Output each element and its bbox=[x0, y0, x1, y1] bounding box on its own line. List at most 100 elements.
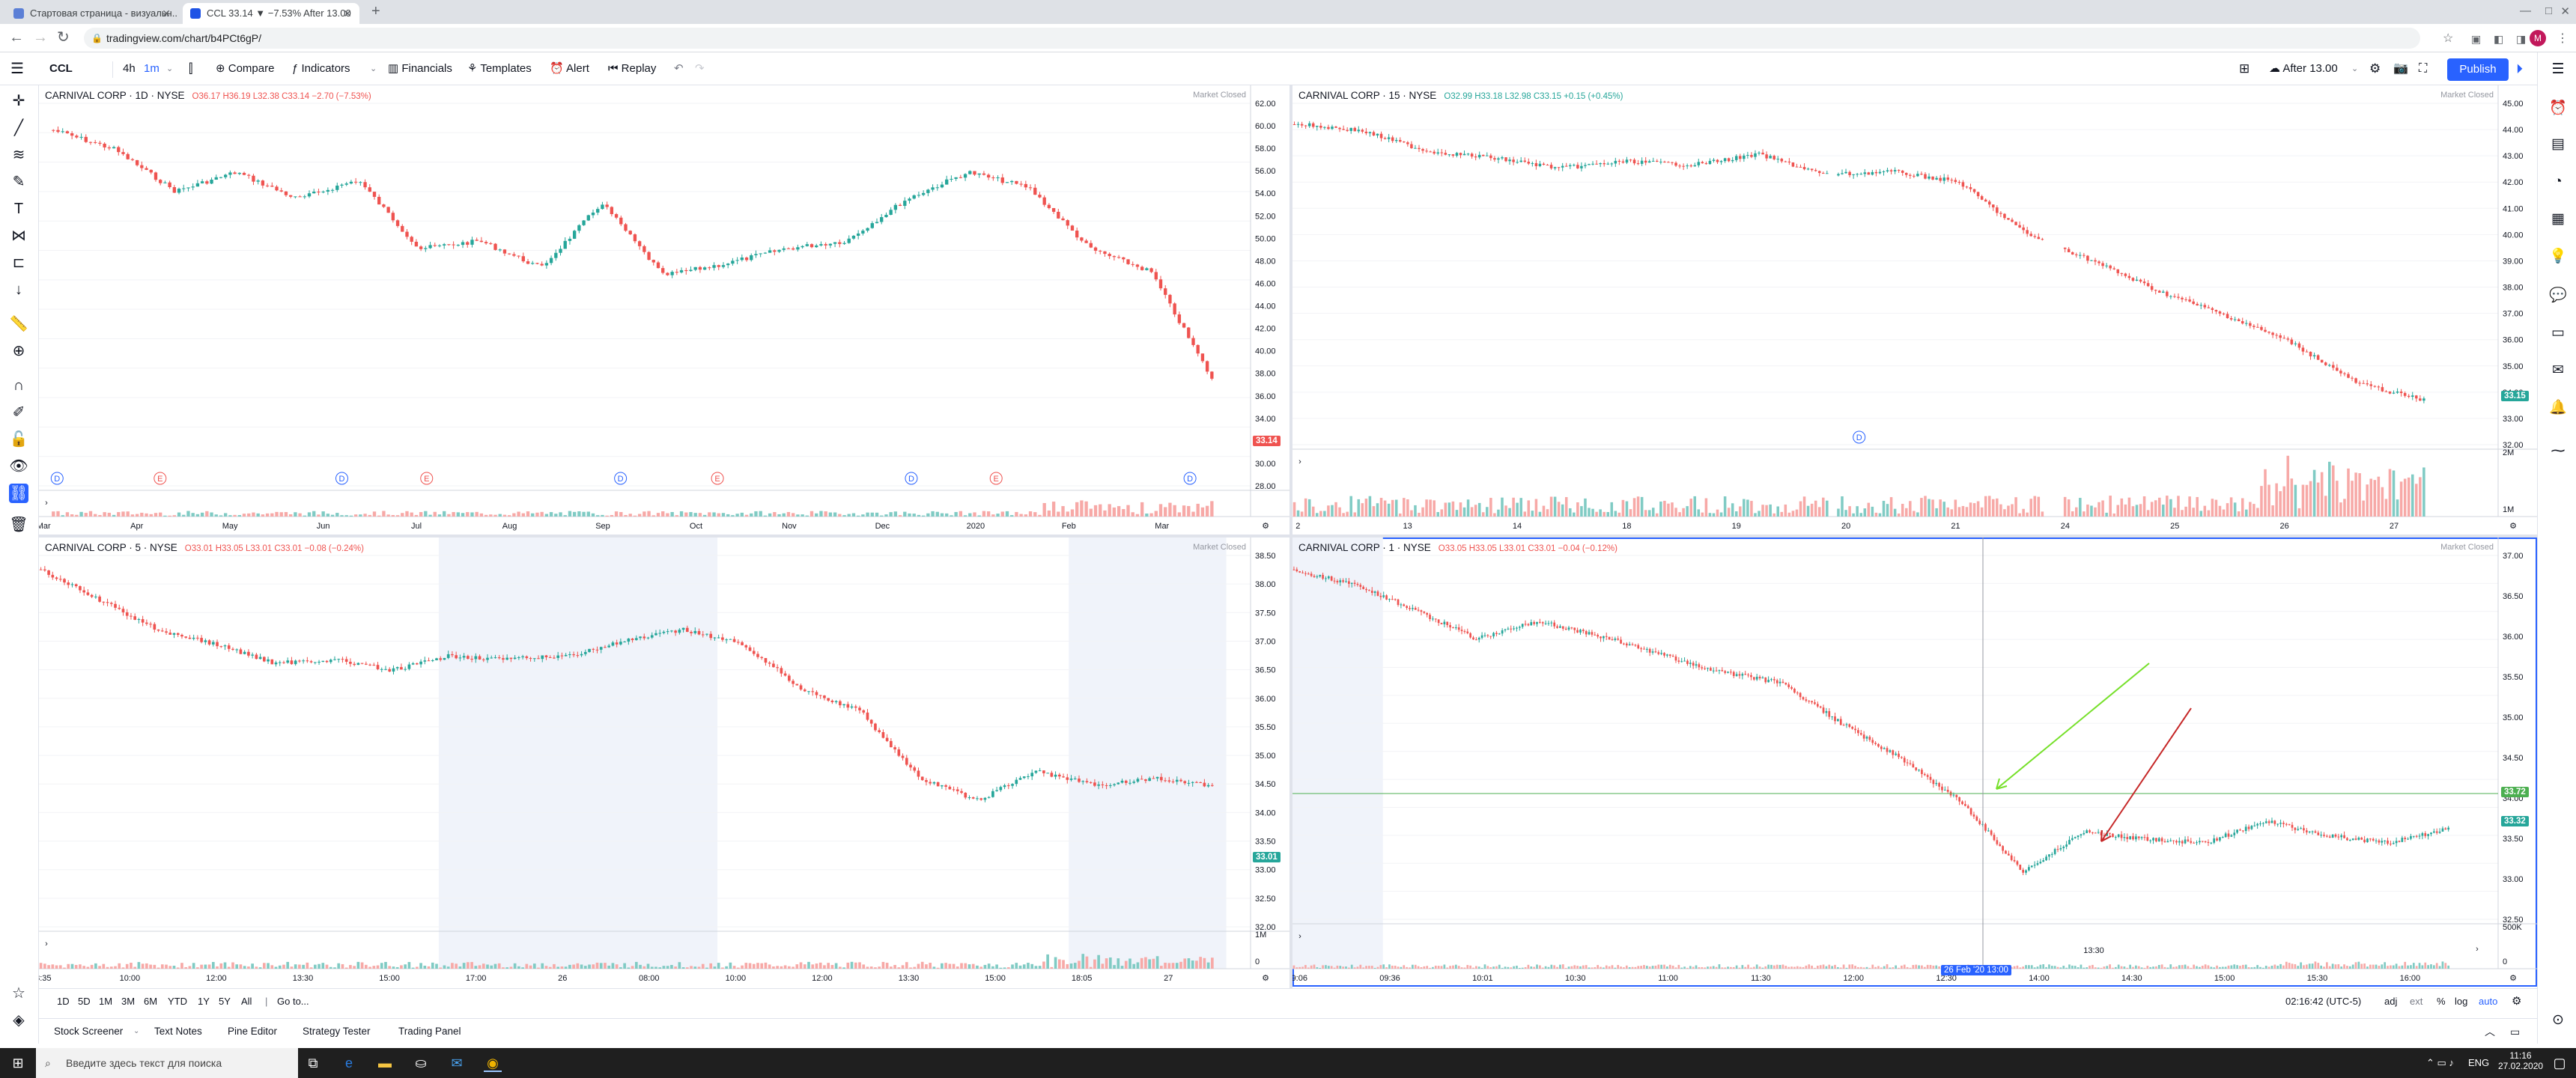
percent-toggle[interactable]: % bbox=[2437, 996, 2446, 1007]
range-1y-button[interactable]: 1Y bbox=[198, 996, 210, 1007]
symbol-search-button[interactable]: CCL bbox=[49, 62, 73, 75]
camera-icon[interactable]: 📷 bbox=[2393, 62, 2408, 75]
5min-candles[interactable]: 38.5038.0037.5037.0036.5036.0035.5035.00… bbox=[39, 538, 1289, 987]
maximize-panel-icon[interactable]: ▭ bbox=[2510, 1026, 2521, 1038]
eye-icon[interactable]: 👁 bbox=[9, 458, 28, 475]
log-toggle[interactable]: log bbox=[2455, 996, 2468, 1007]
alert-button[interactable]: ⏰ Alert bbox=[550, 52, 589, 85]
pattern-icon[interactable]: ⋈ bbox=[11, 228, 26, 244]
adj-toggle[interactable]: adj bbox=[2384, 996, 2398, 1007]
order-panel-icon[interactable]: ⊙ bbox=[2552, 1012, 2564, 1028]
trash-icon[interactable]: 🗑 bbox=[9, 517, 28, 533]
publish-button[interactable]: Publish bbox=[2447, 58, 2509, 81]
redo-icon[interactable]: ↷ bbox=[695, 62, 705, 75]
chart-pane-15min[interactable]: 45.00 44.00 43.00 42.00 41.00 40.00 39.00 38.00… bbox=[1292, 85, 2537, 535]
chart-pane-5min[interactable]: 38.50 38.00 37.50 37.00 36.50 36.00 35.50 35.00… bbox=[39, 538, 1289, 987]
stay-in-drawing-icon[interactable]: ✐ bbox=[12, 404, 25, 421]
interval-4h-button[interactable]: 4h bbox=[123, 62, 136, 75]
ext-toggle[interactable]: ext bbox=[2410, 996, 2423, 1007]
auto-toggle[interactable]: auto bbox=[2479, 996, 2498, 1007]
1min-candles[interactable]: 37.0036.5036.0035.5035.0034.5034.0033.50… bbox=[1292, 538, 2537, 987]
daily-candles[interactable]: 62.0060.0058.0056.0054.0052.0050.0048.00… bbox=[39, 85, 1289, 535]
chevron-down-icon[interactable]: ⌄ bbox=[166, 64, 174, 73]
magnet-icon[interactable]: ∩ bbox=[13, 377, 25, 394]
reload-icon[interactable]: ↻ bbox=[57, 29, 70, 46]
extension-icon[interactable]: ▣ bbox=[2471, 33, 2482, 45]
fib-retracement-icon[interactable]: ≋ bbox=[12, 147, 25, 163]
new-tab-button[interactable]: + bbox=[371, 3, 380, 19]
range-ytd-button[interactable]: YTD bbox=[168, 996, 187, 1007]
windows-start-icon[interactable]: ⊞ bbox=[12, 1056, 24, 1071]
brush-icon[interactable]: ✎ bbox=[12, 174, 25, 190]
chart-pane-daily[interactable]: 62.00 60.00 58.00 56.00 54.00 52.00 50.00 48.00… bbox=[39, 85, 1289, 535]
star-icon[interactable]: ☆ bbox=[2443, 32, 2454, 45]
settings-gear-icon[interactable]: ⚙ bbox=[2512, 995, 2522, 1008]
language-indicator[interactable]: ENG bbox=[2468, 1057, 2490, 1068]
hotlist-icon[interactable]: ◔ bbox=[2554, 174, 2563, 189]
url-field[interactable]: 🔒 tradingview.com/chart/b4PCt6gP/ bbox=[84, 28, 2420, 49]
chrome-icon[interactable]: ◉ bbox=[484, 1054, 502, 1072]
close-window-icon[interactable]: ✕ bbox=[2560, 5, 2570, 18]
indicators-button[interactable]: ƒ Indicators bbox=[292, 52, 350, 85]
play-circle-icon[interactable]: ⏵ bbox=[2516, 61, 2523, 76]
range-all-button[interactable]: All bbox=[241, 996, 252, 1007]
tab-pine-editor[interactable]: Pine Editor bbox=[228, 1026, 278, 1037]
chevron-down-icon[interactable]: ⌄ bbox=[2351, 64, 2359, 73]
tab-strategy-tester[interactable]: Strategy Tester bbox=[303, 1026, 371, 1037]
maximize-icon[interactable]: □ bbox=[2545, 4, 2552, 17]
chart-pane-1min[interactable]: 37.00 36.50 36.00 35.50 35.00 34.50 34.00 33.50… bbox=[1292, 538, 2537, 987]
range-5d-button[interactable]: 5D bbox=[78, 996, 91, 1007]
profile-avatar[interactable]: M bbox=[2530, 30, 2546, 46]
prediction-icon[interactable]: ⊏ bbox=[12, 255, 25, 271]
browser-tab-start-page[interactable]: Стартовая страница - визуальн... ✕ bbox=[6, 3, 178, 24]
timezone-clock[interactable]: 02:16:42 (UTC-5) bbox=[2285, 996, 2362, 1007]
back-arrow-icon[interactable]: ← bbox=[9, 29, 24, 46]
minimize-icon[interactable]: — bbox=[2520, 4, 2531, 17]
mail-icon[interactable]: ✉ bbox=[451, 1056, 463, 1071]
templates-button[interactable]: ⚘ Templates bbox=[467, 52, 532, 85]
settings-gear-icon[interactable]: ⚙ bbox=[2369, 61, 2381, 76]
financials-button[interactable]: ▥ Financials bbox=[388, 52, 452, 85]
lock-drawings-icon[interactable]: 🔓 bbox=[9, 431, 28, 448]
extension-icon[interactable]: ◧ bbox=[2494, 33, 2504, 45]
tab-stock-screener[interactable]: Stock Screener bbox=[54, 1026, 124, 1037]
alarm-icon[interactable]: ⏰ bbox=[2549, 100, 2567, 116]
main-menu-icon[interactable]: ☰ bbox=[10, 61, 24, 77]
fullscreen-icon[interactable]: ⛶ bbox=[2419, 62, 2428, 75]
forward-arrow-icon[interactable]: → bbox=[33, 29, 48, 46]
layout-save-button[interactable]: ☁ After 13.00 bbox=[2269, 52, 2338, 85]
close-tab-icon[interactable]: ✕ bbox=[162, 7, 171, 19]
trend-line-icon[interactable]: ╱ bbox=[13, 120, 24, 136]
undo-icon[interactable]: ↶ bbox=[674, 62, 684, 75]
watchlist-icon[interactable]: ☰ bbox=[2551, 61, 2565, 77]
star-icon[interactable]: ☆ bbox=[12, 985, 25, 1002]
data-window-icon[interactable]: ▤ bbox=[2551, 136, 2565, 152]
chevron-down-icon[interactable]: ⌄ bbox=[370, 64, 377, 73]
chat-icon[interactable]: 💬 bbox=[2549, 287, 2567, 303]
browser-tab-tradingview[interactable]: CCL 33.14 ▼ −7.53% After 13.00 ✕ bbox=[183, 3, 359, 24]
range-6m-button[interactable]: 6M bbox=[144, 996, 158, 1007]
sync-drawings-icon[interactable]: ⛓ bbox=[9, 484, 28, 503]
notification-center-icon[interactable]: ▢ bbox=[2553, 1056, 2566, 1071]
tab-text-notes[interactable]: Text Notes bbox=[154, 1026, 202, 1037]
edge-browser-icon[interactable]: e bbox=[344, 1056, 353, 1071]
text-icon[interactable]: T bbox=[13, 201, 24, 217]
compare-button[interactable]: ⊕ Compare bbox=[216, 52, 274, 85]
collapse-up-icon[interactable]: ︿ bbox=[2485, 1026, 2495, 1038]
notifications-icon[interactable]: 🔔 bbox=[2549, 400, 2567, 415]
chevron-down-icon[interactable]: ⌄ bbox=[133, 1027, 140, 1035]
15min-candles[interactable]: 45.0044.0043.0042.0041.0040.0039.0038.00… bbox=[1292, 85, 2537, 535]
range-3m-button[interactable]: 3M bbox=[121, 996, 136, 1007]
range-5y-button[interactable]: 5Y bbox=[219, 996, 231, 1007]
range-1m-button[interactable]: 1M bbox=[99, 996, 113, 1007]
arrow-down-icon[interactable]: ↓ bbox=[15, 281, 22, 298]
system-tray-icons[interactable]: ⌃ ▭ ♪ bbox=[2426, 1057, 2454, 1068]
extension-icon[interactable]: ◨ bbox=[2516, 33, 2527, 45]
ruler-icon[interactable]: 📏 bbox=[9, 316, 28, 332]
tab-trading-panel[interactable]: Trading Panel bbox=[398, 1026, 461, 1037]
streams-icon[interactable]: ▭ bbox=[2551, 325, 2565, 341]
menu-dots-icon[interactable]: ⋮ bbox=[2557, 32, 2569, 45]
file-explorer-icon[interactable]: ▬ bbox=[378, 1056, 392, 1071]
ideas-icon[interactable]: 💡 bbox=[2549, 249, 2567, 264]
candles-style-icon[interactable]: ⫿ bbox=[189, 61, 193, 76]
